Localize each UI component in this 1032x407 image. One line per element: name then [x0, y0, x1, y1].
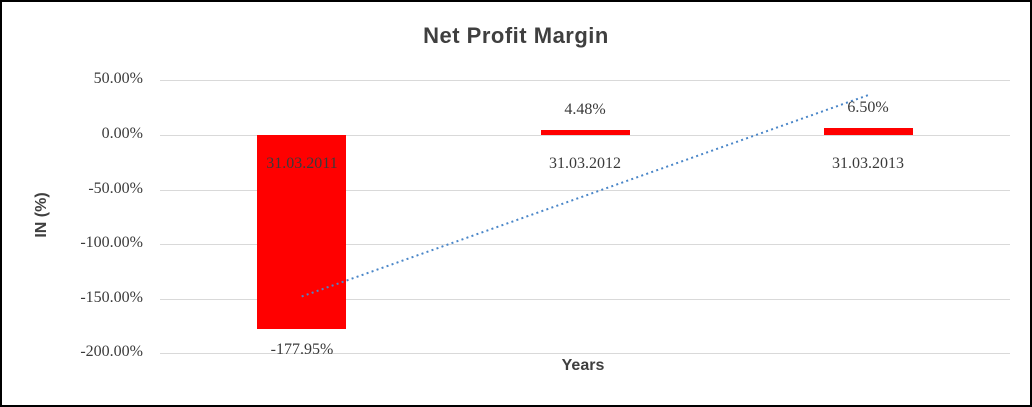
gridline: [160, 80, 1010, 81]
category-label: 31.03.2011: [266, 155, 338, 172]
y-tick-label: -200.00%: [80, 343, 143, 360]
gridline: [160, 299, 1010, 300]
value-label: -177.95%: [270, 341, 334, 358]
y-axis-title: IN (%): [33, 192, 50, 238]
trendline: [301, 94, 869, 298]
chart-title: Net Profit Margin: [423, 23, 609, 48]
x-axis-title: Years: [561, 357, 605, 374]
value-label: 4.48%: [564, 101, 606, 118]
category-label: 31.03.2012: [549, 155, 621, 172]
bar: [824, 128, 913, 135]
bar: [541, 130, 630, 135]
value-label: 6.50%: [847, 99, 889, 116]
gridline: [160, 353, 1010, 354]
y-tick-label: -150.00%: [80, 289, 143, 306]
y-tick-label: -100.00%: [80, 234, 143, 251]
y-tick-label: 50.00%: [93, 70, 143, 87]
category-label: 31.03.2013: [832, 155, 904, 172]
y-tick-label: 0.00%: [101, 125, 143, 142]
y-tick-label: -50.00%: [88, 180, 143, 197]
